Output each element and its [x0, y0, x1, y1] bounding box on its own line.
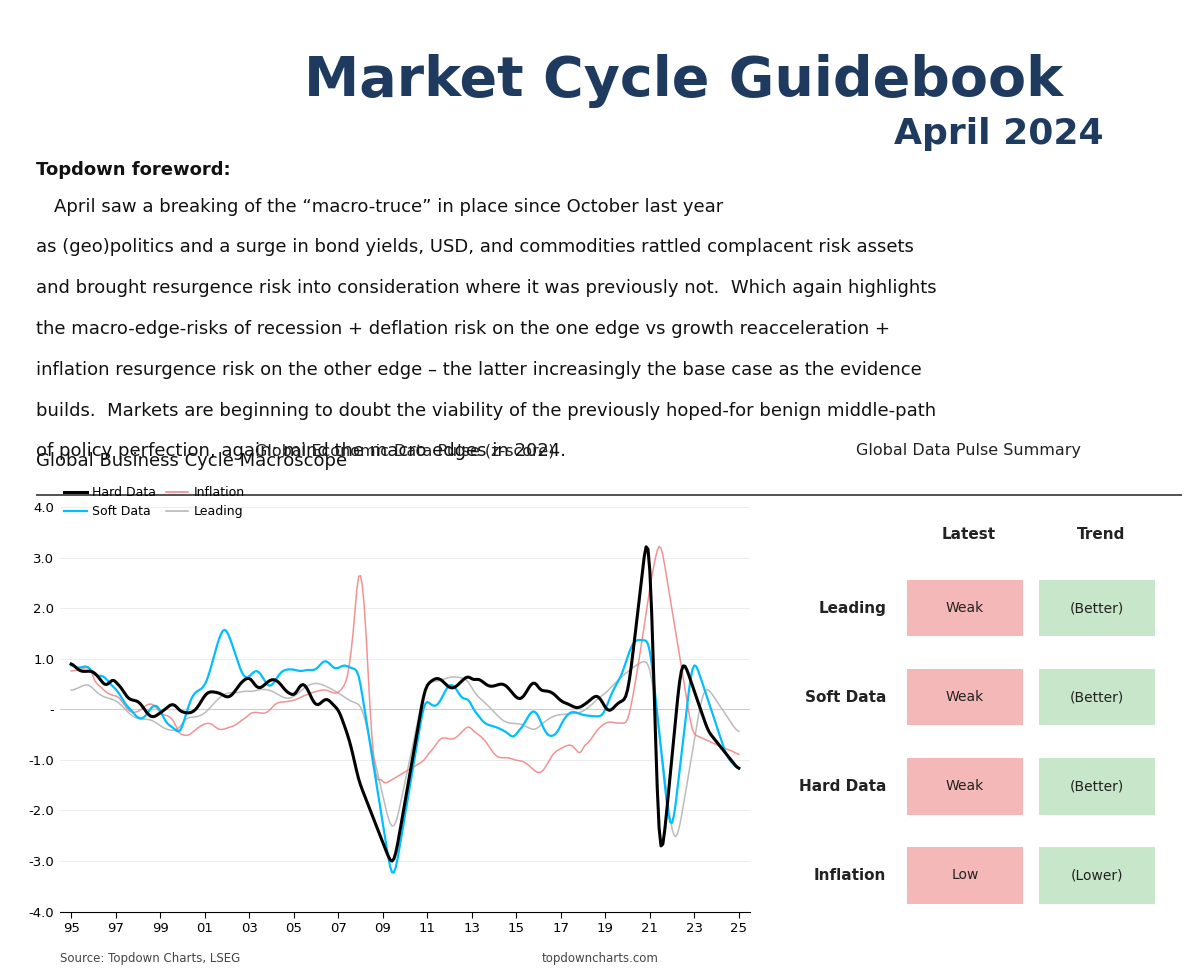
Text: April 2024: April 2024: [894, 117, 1104, 151]
Text: Hard Data: Hard Data: [799, 779, 886, 794]
Text: Trend: Trend: [1078, 527, 1126, 542]
Text: (Better): (Better): [1070, 690, 1124, 704]
Text: April saw a breaking of the “macro-truce” in place since October last year: April saw a breaking of the “macro-truce…: [36, 198, 724, 215]
Text: Low: Low: [952, 868, 978, 882]
FancyBboxPatch shape: [907, 580, 1022, 637]
Text: (Better): (Better): [1070, 779, 1124, 794]
Text: Weak: Weak: [946, 779, 984, 794]
Text: inflation resurgence risk on the other edge – the latter increasingly the base c: inflation resurgence risk on the other e…: [36, 361, 922, 379]
FancyBboxPatch shape: [907, 669, 1022, 725]
Text: (Better): (Better): [1070, 602, 1124, 615]
Text: Global Economic Data Pulse (z-score): Global Economic Data Pulse (z-score): [256, 444, 554, 458]
Text: Latest: Latest: [942, 527, 996, 542]
FancyBboxPatch shape: [907, 758, 1022, 814]
Text: TOP
DOWN
CHARTS: TOP DOWN CHARTS: [49, 38, 137, 110]
Text: (Lower): (Lower): [1072, 868, 1123, 882]
Text: Inflation: Inflation: [814, 868, 886, 882]
Text: and brought resurgence risk into consideration where it was previously not.  Whi: and brought resurgence risk into conside…: [36, 279, 937, 297]
Text: Source: Topdown Charts, LSEG: Source: Topdown Charts, LSEG: [60, 953, 240, 965]
Text: Global Business Cycle Macroscope: Global Business Cycle Macroscope: [36, 452, 347, 470]
FancyBboxPatch shape: [1039, 758, 1156, 814]
Text: Weak: Weak: [946, 602, 984, 615]
Text: Leading: Leading: [818, 601, 886, 615]
Text: builds.  Markets are beginning to doubt the viability of the previously hoped-fo: builds. Markets are beginning to doubt t…: [36, 402, 936, 419]
FancyBboxPatch shape: [1039, 847, 1156, 904]
Text: as (geo)politics and a surge in bond yields, USD, and commodities rattled compla: as (geo)politics and a surge in bond yie…: [36, 239, 914, 256]
FancyBboxPatch shape: [1039, 669, 1156, 725]
Text: Weak: Weak: [946, 690, 984, 704]
Text: Topdown foreword:: Topdown foreword:: [36, 161, 230, 178]
FancyBboxPatch shape: [907, 847, 1022, 904]
Text: of policy perfection, again: mind the macro edges in 2024.: of policy perfection, again: mind the ma…: [36, 443, 566, 460]
Text: topdowncharts.com: topdowncharts.com: [541, 953, 659, 965]
Text: the macro-edge-risks of recession + deflation risk on the one edge vs growth rea: the macro-edge-risks of recession + defl…: [36, 320, 890, 338]
Legend: Hard Data, Soft Data, Inflation, Leading: Hard Data, Soft Data, Inflation, Leading: [59, 481, 250, 524]
Text: Soft Data: Soft Data: [805, 689, 886, 705]
Text: Market Cycle Guidebook: Market Cycle Guidebook: [305, 54, 1063, 107]
FancyBboxPatch shape: [1039, 580, 1156, 637]
Text: Global Data Pulse Summary: Global Data Pulse Summary: [857, 444, 1081, 458]
